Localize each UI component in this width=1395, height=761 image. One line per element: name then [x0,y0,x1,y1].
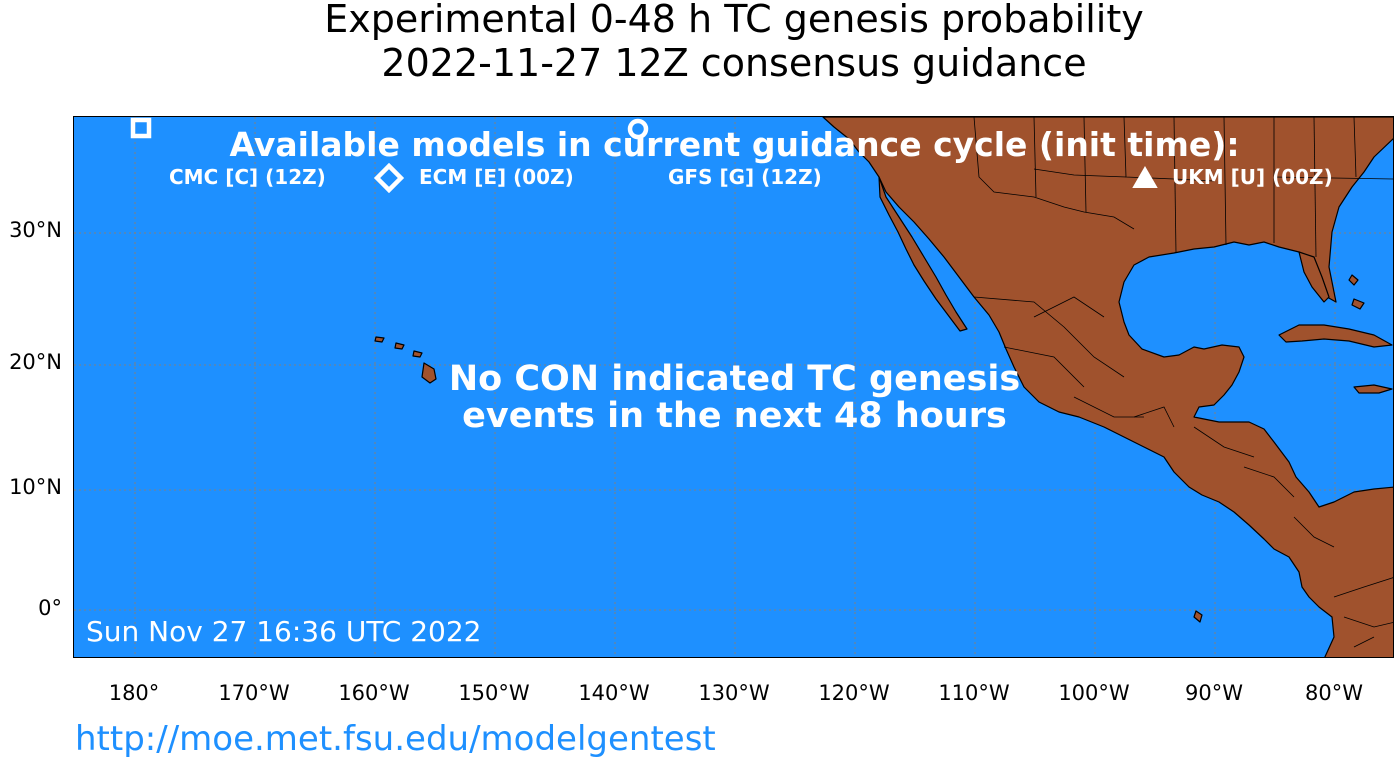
hawaii-island [412,350,423,358]
triangle-icon [1132,166,1158,188]
map-canvas [74,117,1393,657]
chart-subtitle: 2022-11-27 12Z consensus guidance [381,41,1087,85]
lon-label: 80°W [1305,681,1363,705]
legend-item-gfs: GFS [G] (12Z) [668,165,822,189]
square-icon [130,117,152,139]
galapagos-island [1193,610,1203,623]
hawaii-island [374,336,385,343]
chart-title: Experimental 0-48 h TC genesis probabili… [324,0,1144,41]
bahamas-island [1351,298,1365,310]
circle-icon [627,118,649,140]
map-panel: Available models in current guidance cyc… [73,116,1394,658]
cuba-land [1278,324,1393,348]
lon-label: 130°W [698,681,770,705]
lon-label: 160°W [338,681,410,705]
legend-title: Available models in current guidance cyc… [229,125,1240,164]
lon-label: 100°W [1058,681,1130,705]
lat-label: 30°N [9,218,62,242]
no-genesis-message: No CON indicated TC genesis events in th… [74,359,1393,436]
hawaii-island [421,362,437,384]
lat-label: 10°N [9,475,62,499]
source-url-link[interactable]: http://moe.met.fsu.edu/modelgentest [75,719,716,759]
diamond-icon [374,163,404,193]
legend-item-ecm: ECM [E] (00Z) [419,165,574,189]
political-borders [973,117,1393,648]
lat-label: 20°N [9,350,62,374]
north-america-land [822,117,1393,657]
land-masses [374,117,1393,657]
baja-california-land [878,176,968,332]
lon-label: 120°W [818,681,890,705]
caribbean-island [1353,384,1393,394]
lat-label: 0° [38,596,62,620]
florida-land [1298,251,1330,303]
timestamp: Sun Nov 27 16:36 UTC 2022 [86,615,482,648]
bahamas-island [1348,274,1359,286]
lon-label: 170°W [218,681,290,705]
lon-label: 180° [108,681,160,705]
lon-label: 140°W [578,681,650,705]
lon-label: 90°W [1185,681,1243,705]
legend-item-ukm: UKM [U] (00Z) [1172,165,1333,189]
lon-label: 150°W [458,681,530,705]
message-line-2: events in the next 48 hours [462,396,1007,436]
lon-label: 110°W [938,681,1010,705]
legend-item-cmc: CMC [C] (12Z) [169,165,326,189]
hawaii-island [394,342,405,350]
message-line-1: No CON indicated TC genesis [448,359,1021,399]
